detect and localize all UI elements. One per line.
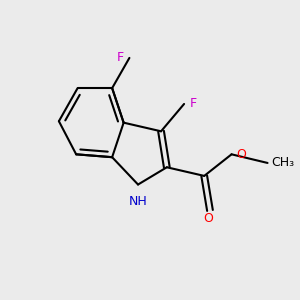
Text: CH₃: CH₃ [271,156,294,170]
Text: O: O [236,148,246,161]
Text: NH: NH [129,195,147,208]
Text: O: O [204,212,214,225]
Text: F: F [189,98,197,110]
Text: F: F [117,51,124,64]
